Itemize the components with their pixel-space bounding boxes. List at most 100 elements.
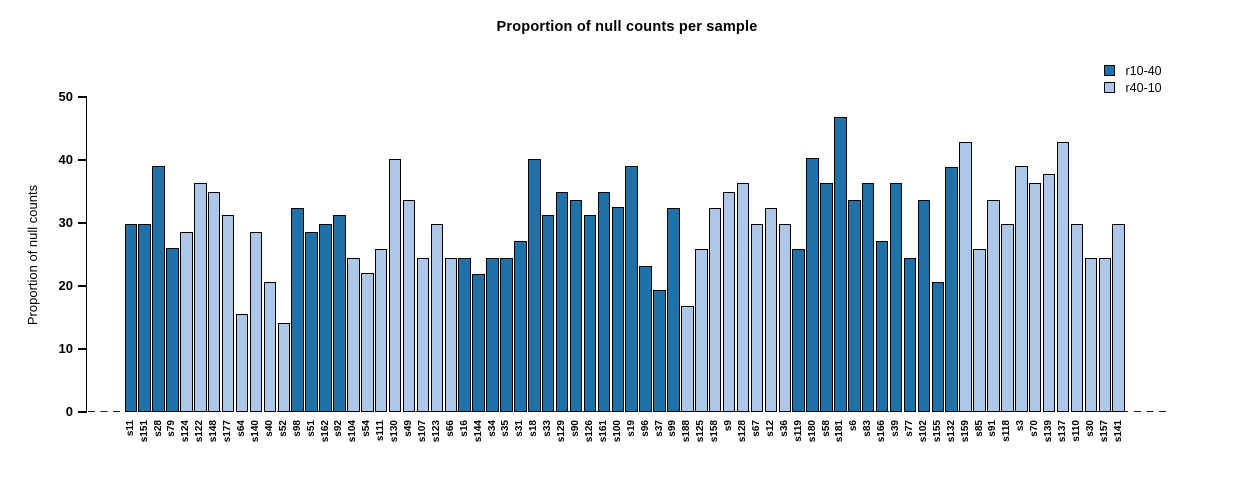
bar-s137 xyxy=(1056,141,1070,412)
bar-s157 xyxy=(1098,257,1112,412)
bar-s158 xyxy=(708,207,722,412)
bar-s132 xyxy=(945,166,958,412)
bar-s39 xyxy=(889,183,903,412)
x-tick-label-s166: s166 xyxy=(876,420,888,443)
x-tick-label-s126: s126 xyxy=(583,420,595,443)
legend-item-r40-10: r40-10 xyxy=(1104,79,1162,96)
x-tick-label-s157: s157 xyxy=(1098,420,1110,443)
bar-s35 xyxy=(500,257,513,412)
y-tick-10 xyxy=(78,348,86,350)
bar-s79 xyxy=(166,248,179,412)
x-tick-label-s70: s70 xyxy=(1029,420,1041,437)
bar-s99 xyxy=(667,207,680,412)
bar-s124 xyxy=(180,231,193,412)
y-tick-40 xyxy=(78,159,86,161)
bar-s54 xyxy=(361,273,374,412)
x-tick-label-s66: s66 xyxy=(444,420,456,437)
x-tick-label-s16: s16 xyxy=(458,420,470,437)
x-tick-label-s51: s51 xyxy=(305,420,317,437)
bar-s128 xyxy=(736,183,750,412)
x-tick-label-s141: s141 xyxy=(1112,420,1124,443)
bar-s33 xyxy=(541,215,555,412)
x-tick-label-s104: s104 xyxy=(347,420,359,443)
bar-s40 xyxy=(263,281,277,412)
x-tick-label-s52: s52 xyxy=(277,420,289,437)
bar-s181 xyxy=(834,116,847,412)
y-axis-label: Proportion of null counts xyxy=(25,184,40,326)
bar-s70 xyxy=(1028,182,1042,412)
x-tick-label-s40: s40 xyxy=(263,420,275,437)
x-tick-label-s188: s188 xyxy=(681,420,693,443)
bar-s90 xyxy=(569,199,583,412)
x-tick-label-s139: s139 xyxy=(1043,420,1055,443)
bar-s98 xyxy=(291,207,304,412)
bar-s126 xyxy=(583,215,597,412)
bar-s119 xyxy=(792,248,805,412)
x-tick-label-s119: s119 xyxy=(792,420,804,442)
x-tick-label-s148: s148 xyxy=(208,420,220,443)
x-tick-label-s11: s11 xyxy=(124,420,136,437)
y-tick-50 xyxy=(78,96,86,98)
bar-s125 xyxy=(695,248,708,412)
x-tick-label-s35: s35 xyxy=(500,420,512,437)
bar-s159 xyxy=(959,141,972,412)
x-tick-label-s28: s28 xyxy=(152,420,164,437)
bar-s91 xyxy=(987,199,1000,412)
x-tick-label-s83: s83 xyxy=(862,420,874,437)
x-tick-label-s19: s19 xyxy=(625,420,637,437)
bar-s107 xyxy=(416,257,430,412)
bar-s141 xyxy=(1112,224,1125,412)
bar-s28 xyxy=(152,166,165,412)
x-tick-label-s58: s58 xyxy=(820,420,832,437)
y-tick-label-30: 30 xyxy=(58,215,73,230)
x-tick-label-s37: s37 xyxy=(653,420,665,437)
x-tick-label-s30: s30 xyxy=(1084,420,1096,437)
bar-s16 xyxy=(458,257,471,412)
x-tick-label-s18: s18 xyxy=(528,420,540,437)
legend-label-r10-40: r10-40 xyxy=(1125,63,1162,78)
x-tick-label-s34: s34 xyxy=(486,420,498,437)
y-axis-line xyxy=(85,96,88,413)
x-tick-label-s100: s100 xyxy=(611,420,623,443)
y-tick-30 xyxy=(78,222,86,224)
x-tick-label-s128: s128 xyxy=(737,420,748,443)
bar-s161 xyxy=(597,192,611,412)
legend-item-r10-40: r10-40 xyxy=(1104,62,1162,79)
x-tick-label-s129: s129 xyxy=(556,420,568,443)
bar-s51 xyxy=(305,231,318,412)
x-tick-label-s91: s91 xyxy=(987,420,999,437)
bar-s188 xyxy=(681,306,694,412)
x-tick-label-s36: s36 xyxy=(778,420,790,437)
bar-s49 xyxy=(402,199,416,412)
legend-swatch-r10-40 xyxy=(1104,65,1115,76)
bar-s66 xyxy=(444,257,458,412)
bar-s37 xyxy=(653,289,666,412)
x-tick-label-s118: s118 xyxy=(1001,420,1013,442)
bar-s144 xyxy=(472,274,485,412)
legend-label-r40-10: r40-10 xyxy=(1125,80,1162,95)
x-tick-label-s3: s3 xyxy=(1015,420,1027,432)
x-tick-label-s177: s177 xyxy=(222,420,234,443)
x-tick-label-s144: s144 xyxy=(472,420,484,443)
bar-s77 xyxy=(903,257,917,412)
x-tick-label-s158: s158 xyxy=(709,420,721,443)
x-tick-label-s6: s6 xyxy=(848,420,860,432)
bar-s9 xyxy=(722,192,736,412)
x-tick-label-s140: s140 xyxy=(249,420,261,443)
x-tick-label-s122: s122 xyxy=(194,420,206,443)
x-tick-label-s96: s96 xyxy=(639,420,651,437)
bar-s102 xyxy=(917,199,931,412)
x-tick-label-s137: s137 xyxy=(1057,420,1069,443)
legend-swatch-r40-10 xyxy=(1104,82,1115,93)
bar-s12 xyxy=(764,207,778,412)
bar-s11 xyxy=(124,224,137,412)
bar-s19 xyxy=(625,166,638,412)
bar-s140 xyxy=(249,231,263,412)
x-tick-label-s159: s159 xyxy=(959,420,971,443)
x-tick-label-s124: s124 xyxy=(180,420,192,443)
bar-s177 xyxy=(221,215,235,412)
x-tick-label-s99: s99 xyxy=(667,420,679,437)
x-tick-label-s107: s107 xyxy=(416,420,428,443)
x-tick-label-s12: s12 xyxy=(764,420,776,437)
